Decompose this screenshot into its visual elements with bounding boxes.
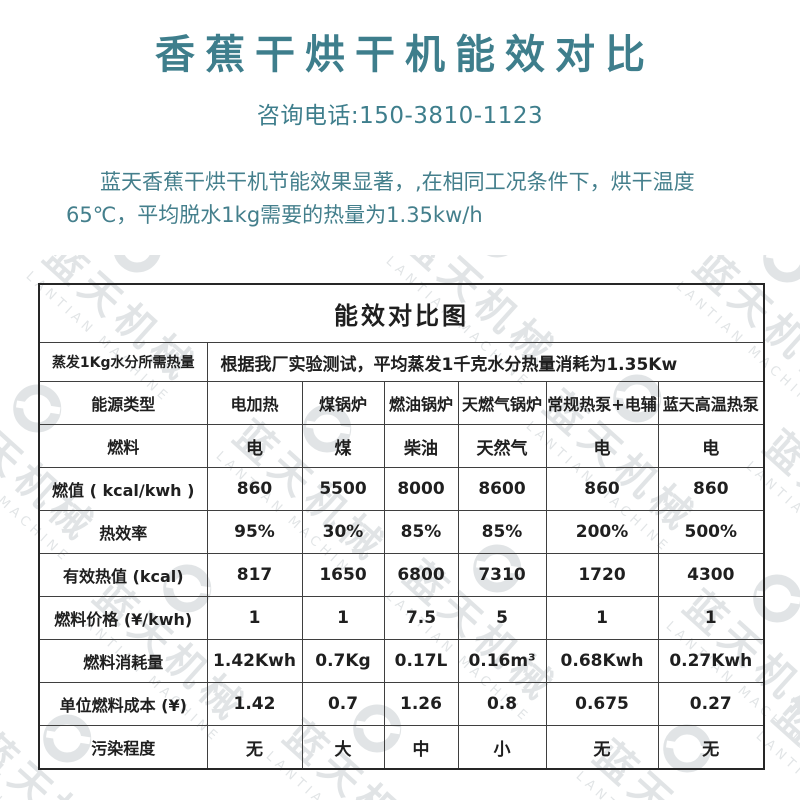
note-label-cell: 蒸发1Kg水分所需热量 — [38, 342, 208, 382]
table-cell: 中 — [383, 725, 459, 770]
row-label: 热效率 — [38, 510, 208, 554]
table-row: 污染程度无大中小无无 — [38, 725, 765, 770]
table-body: 燃料电煤柴油 天然气电电燃值 ( kcal/kwh ) 860 5500 8000 860… — [38, 424, 765, 770]
table-cell: 817 — [206, 553, 303, 597]
table-row: 燃料价格 (¥/kwh) 1 1 7.5 5 1 1 — [38, 596, 765, 640]
row-label: 燃料 — [38, 424, 208, 468]
table-cell: 煤 — [301, 424, 385, 468]
table-row: 有效热值 (kcal) 817 1650 6800 7310 1720 4300 — [38, 553, 765, 597]
table-cell: 电 — [657, 424, 765, 468]
watermark-logo-icon — [103, 255, 172, 283]
table-row: 燃料电煤柴油 天然气电电 — [38, 424, 765, 468]
table-cell: 0.16m³ — [457, 639, 547, 683]
table-cell: 30% — [301, 510, 385, 554]
column-header: 电加热 — [206, 381, 303, 425]
watermark-logo-icon — [463, 255, 532, 268]
table-cell: 860 — [545, 467, 659, 511]
table-cell: 4300 — [657, 553, 765, 597]
table-cell: 8000 — [383, 467, 459, 511]
table-title: 能效对比图 — [38, 283, 765, 343]
table-cell: 1650 — [301, 553, 385, 597]
table-cell: 0.7Kg — [301, 639, 385, 683]
row-label: 燃料价格 (¥/kwh) — [38, 596, 208, 640]
table-cell: 7.5 — [383, 596, 459, 640]
table-cell: 1 — [545, 596, 659, 640]
table-cell: 200% — [545, 510, 659, 554]
table-cell: 电 — [545, 424, 659, 468]
energy-comparison-table: 能效对比图 蒸发1Kg水分所需热量 根据我厂实验测试，平均蒸发1千克水分热量消耗… — [38, 283, 766, 770]
table-cell: 8600 — [457, 467, 547, 511]
table-cell: 6800 — [383, 553, 459, 597]
table-row: 热效率 95% 30% 85% 85% 200% 500% — [38, 510, 765, 554]
column-header: 常规热泵+电辅 — [545, 381, 659, 425]
column-header: 天燃气锅炉 — [457, 381, 547, 425]
row-label: 燃料消耗量 — [38, 639, 208, 683]
table-cell: 无 — [206, 725, 303, 770]
table-cell: 1 — [657, 596, 765, 640]
table-cell: 500% — [657, 510, 765, 554]
table-cell: 1.42 — [206, 682, 303, 726]
table-cell: 1 — [301, 596, 385, 640]
page-title: 香蕉干烘干机能效对比 — [155, 32, 655, 78]
table-cell: 1720 — [545, 553, 659, 597]
table-cell: 1 — [206, 596, 303, 640]
table-row: 燃料消耗量 1.42Kwh 0.7Kg 0.17L 0.16m³ 0.68Kwh 0.27K… — [38, 639, 765, 683]
table-row: 燃值 ( kcal/kwh ) 860 5500 8000 8600 860 860 — [38, 467, 765, 511]
table-cell: 大 — [301, 725, 385, 770]
table-cell: 0.675 — [545, 682, 659, 726]
column-header-label: 能源类型 — [38, 381, 208, 425]
table-cell: 5 — [457, 596, 547, 640]
table-cell: 0.27Kwh — [657, 639, 765, 683]
row-label: 污染程度 — [38, 725, 208, 770]
table-cell: 天然气 — [457, 424, 547, 468]
table-note-row: 蒸发1Kg水分所需热量 根据我厂实验测试，平均蒸发1千克水分热量消耗为1.35K… — [38, 342, 765, 382]
table-cell: 5500 — [301, 467, 385, 511]
column-header: 蓝天高温热泵 — [657, 381, 765, 425]
table-title-row: 能效对比图 — [38, 283, 765, 343]
watermark-text-en: LANTIAN MACHINE — [573, 769, 723, 800]
table-cell: 860 — [206, 467, 303, 511]
contact-phone: 咨询电话:150-3810-1123 — [256, 103, 544, 129]
table-header-row: 能源类型 电加热 煤锅炉 燃油锅炉 天燃气锅炉 常规热泵+电辅 蓝天高温热泵 — [38, 381, 765, 425]
note-text-cell: 根据我厂实验测试，平均蒸发1千克水分热量消耗为1.35Kw — [206, 342, 765, 382]
table-cell: 85% — [457, 510, 547, 554]
table-row: 单位燃料成本 (¥) 1.42 0.7 1.26 0.8 0.675 0.27 — [38, 682, 765, 726]
table-cell: 无 — [657, 725, 765, 770]
table-cell: 95% — [206, 510, 303, 554]
table-cell: 柴油 — [383, 424, 459, 468]
intro-line-1: 蓝天香蕉干烘干机节能效果显著，,在相同工况条件下，烘干温度 — [100, 170, 695, 194]
table-cell: 1.42Kwh — [206, 639, 303, 683]
table-cell: 0.68Kwh — [545, 639, 659, 683]
table-cell: 0.8 — [457, 682, 547, 726]
intro-paragraph: 蓝天香蕉干烘干机节能效果显著，,在相同工况条件下，烘干温度 65℃，平均脱水1k… — [66, 166, 756, 232]
watermark-text-cn: 蓝天机械 — [764, 692, 800, 800]
intro-line-2: 65℃，平均脱水1kg需要的热量为1.35kw/h — [66, 203, 483, 227]
row-label: 有效热值 (kcal) — [38, 553, 208, 597]
table-cell: 小 — [457, 725, 547, 770]
row-label: 燃值 ( kcal/kwh ) — [38, 467, 208, 511]
table-cell: 7310 — [457, 553, 547, 597]
table-cell: 无 — [545, 725, 659, 770]
table-cell: 0.17L — [383, 639, 459, 683]
table-cell: 电 — [206, 424, 303, 468]
table-cell: 0.27 — [657, 682, 765, 726]
table-cell: 85% — [383, 510, 459, 554]
row-label: 单位燃料成本 (¥) — [38, 682, 208, 726]
column-header: 煤锅炉 — [301, 381, 385, 425]
column-header: 燃油锅炉 — [383, 381, 459, 425]
table-cell: 1.26 — [383, 682, 459, 726]
table-cell: 860 — [657, 467, 765, 511]
table-cell: 0.7 — [301, 682, 385, 726]
